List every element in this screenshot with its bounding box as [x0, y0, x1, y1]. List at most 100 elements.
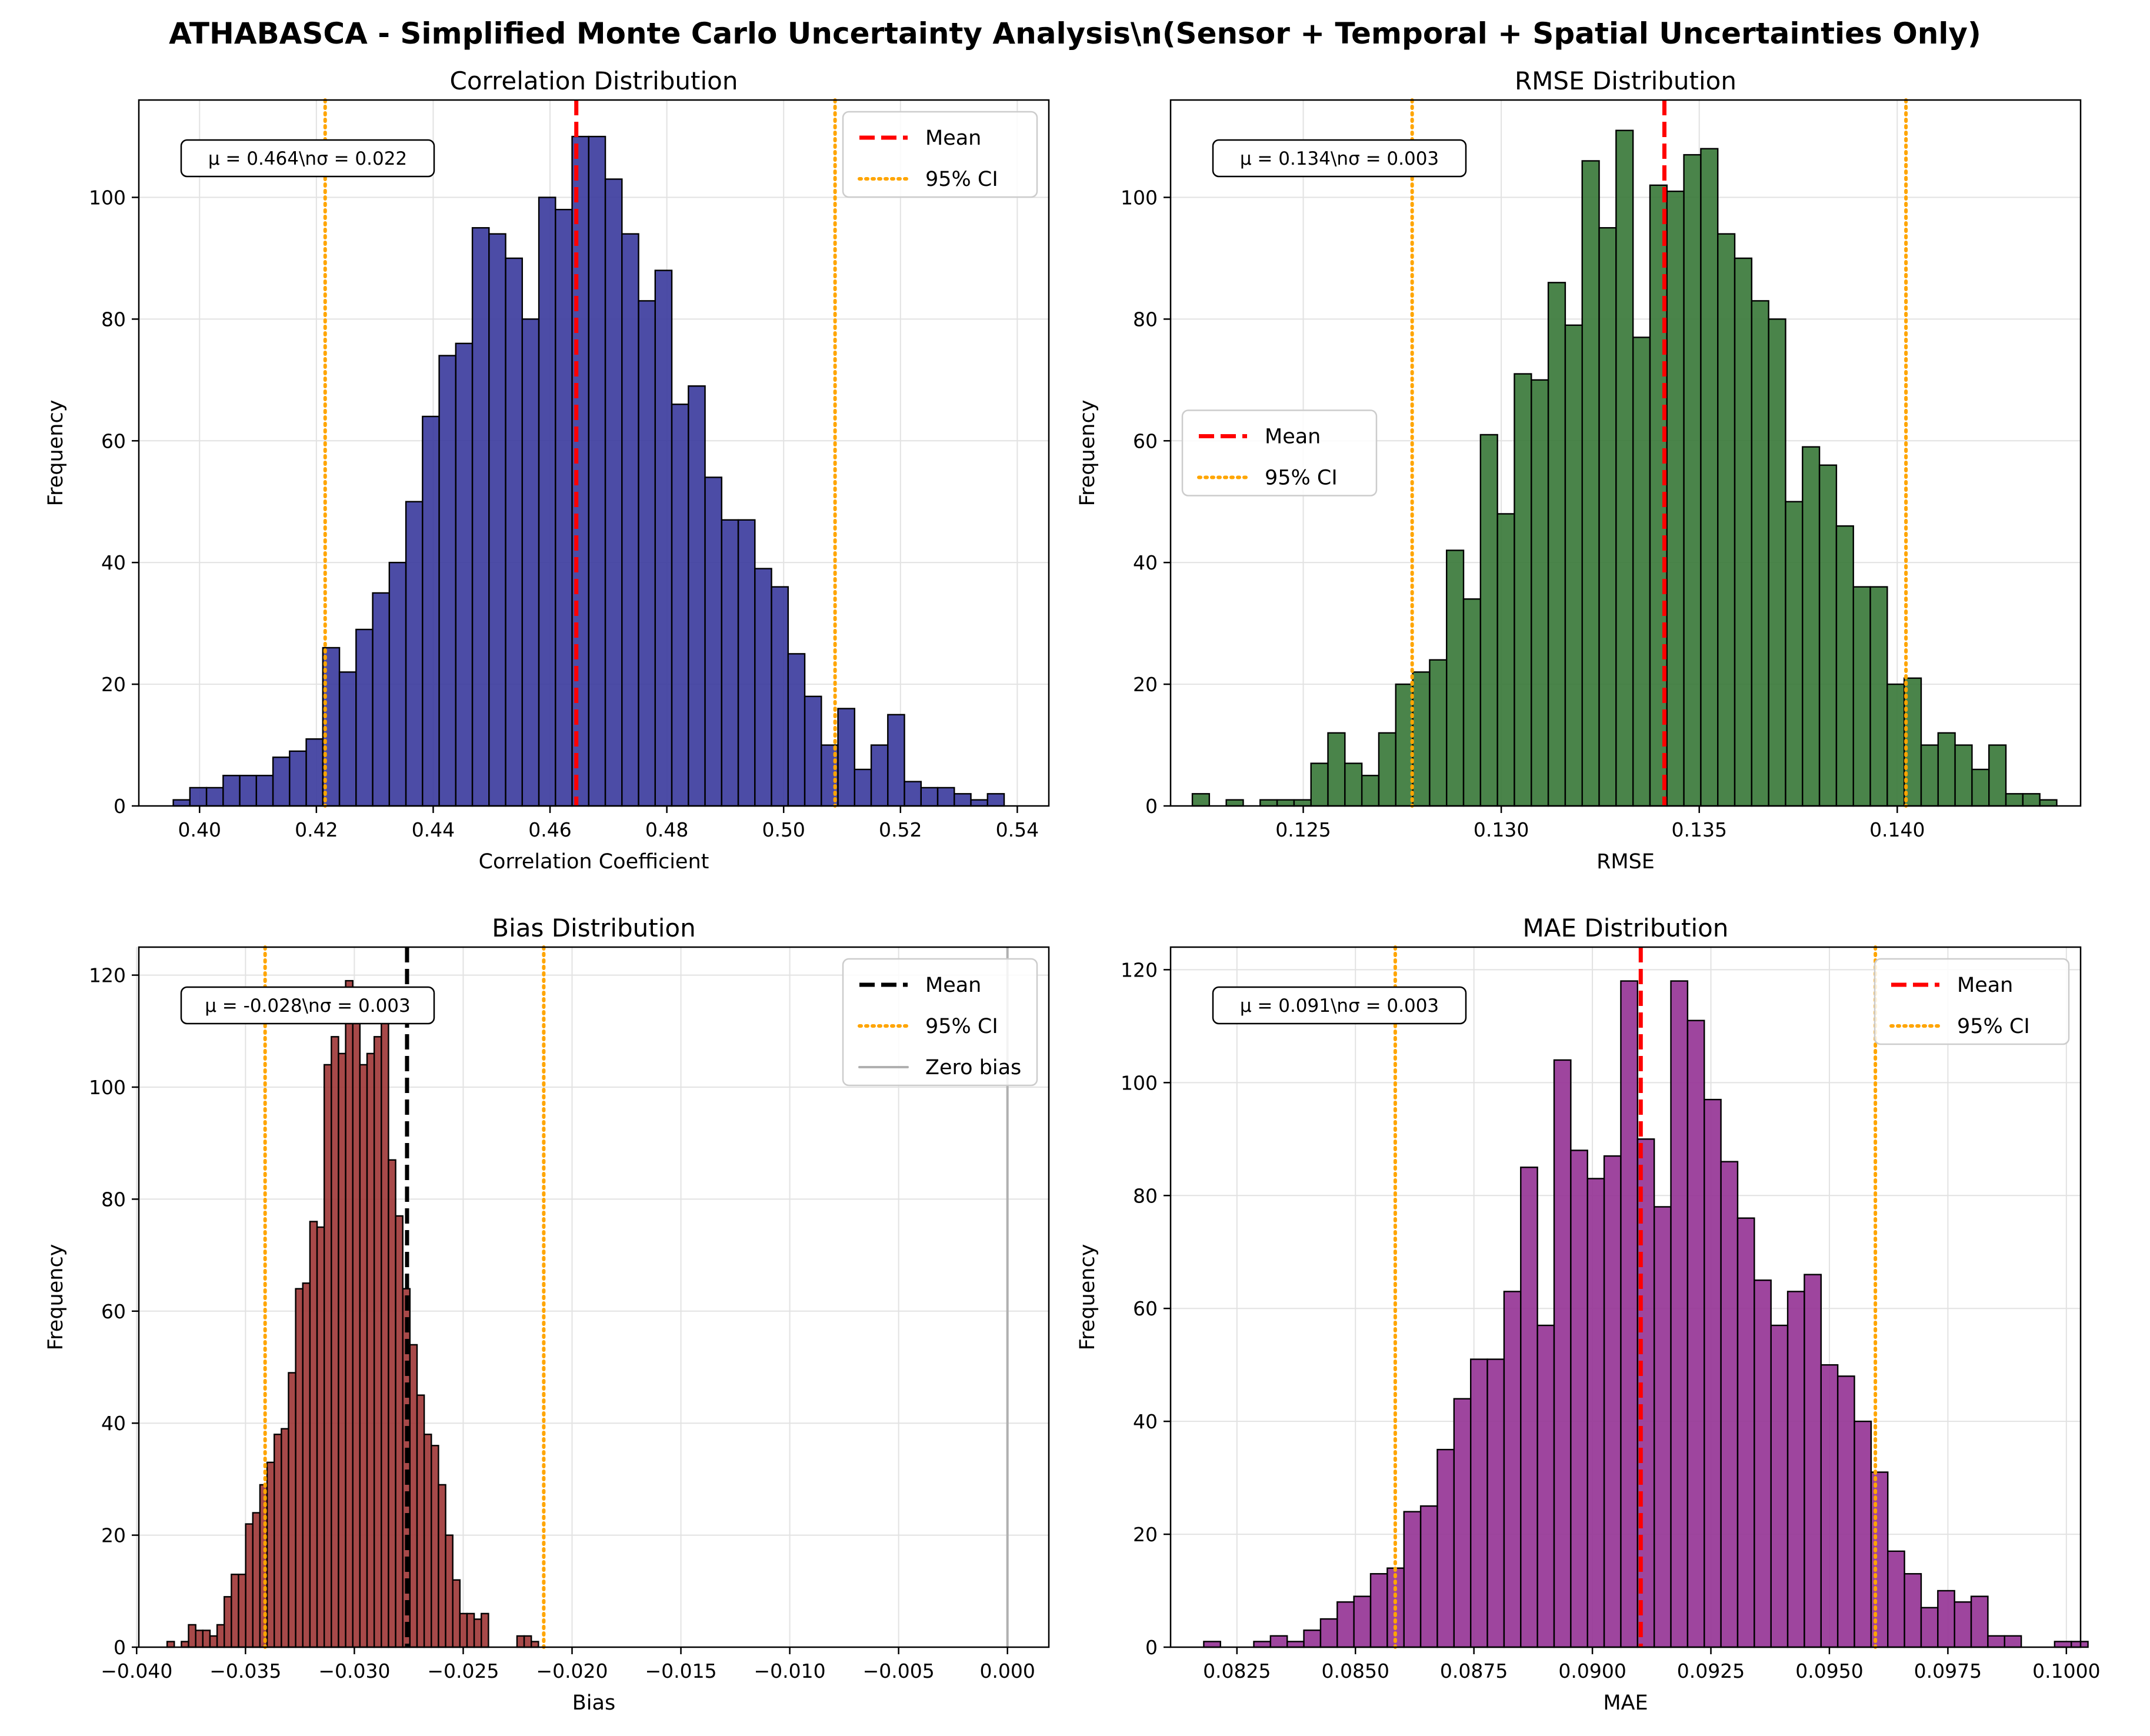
x-tick-label: −0.030 [318, 1660, 390, 1682]
histogram-bar [1553, 1059, 1572, 1648]
histogram-bar [1225, 799, 1244, 807]
histogram-bar [1453, 1398, 1472, 1648]
histogram-bar [405, 501, 424, 807]
legend-label: 95% CI [925, 1015, 998, 1038]
histogram-bar [1717, 233, 1736, 807]
histogram-bar [1603, 1155, 1622, 1648]
x-tick-label: 0.40 [178, 818, 221, 841]
y-tick-label: 100 [89, 1076, 126, 1099]
histogram-bar [272, 757, 291, 807]
stats-box [180, 986, 435, 1025]
bias-histogram-panel: −0.040 −0.035 −0.030 −0.025 −0.020 −0.015 −0.0… [44, 914, 1050, 1715]
histogram-bar [1937, 732, 1956, 807]
y-tick-label: 40 [101, 551, 126, 574]
histogram-bar [954, 793, 972, 807]
histogram-bar [1632, 336, 1651, 807]
histogram-bar [355, 628, 374, 807]
stats-box [1212, 986, 1467, 1025]
histogram-bar [1269, 1635, 1288, 1648]
histogram-bar [388, 1159, 396, 1648]
histogram-bar [1412, 671, 1431, 807]
histogram-bar [970, 799, 988, 807]
histogram-bar [2071, 1641, 2089, 1648]
histogram-bar [1419, 1505, 1438, 1648]
y-tick-label: 20 [1133, 673, 1158, 696]
histogram-bar [338, 1052, 346, 1648]
x-tick-label: 0.0875 [1440, 1660, 1508, 1682]
histogram-bar [654, 269, 673, 807]
histogram-bar [1920, 744, 1939, 807]
legend-box [842, 111, 1038, 198]
histogram-bar [1436, 1448, 1455, 1648]
histogram-bar [1700, 148, 1719, 807]
y-tick-label: 0 [114, 795, 126, 818]
x-tick-label: −0.025 [427, 1660, 499, 1682]
histogram-bar [352, 1002, 361, 1648]
y-tick-label: 120 [1121, 958, 1158, 981]
histogram-bar [1531, 379, 1549, 807]
histogram-bar [388, 562, 407, 807]
histogram-bar [1598, 227, 1617, 807]
histogram-bar [422, 415, 440, 807]
histogram-bar [331, 1036, 339, 1648]
histogram-bar [887, 714, 905, 807]
histogram-bar [1736, 1217, 1755, 1648]
x-tick-label: 0.140 [1869, 818, 1925, 841]
legend-label: Mean [925, 126, 981, 150]
histogram-bar [416, 1394, 425, 1648]
histogram-bar [281, 1428, 289, 1648]
histogram-bar [986, 793, 1005, 807]
x-tick-label: 0.0950 [1795, 1660, 1863, 1682]
histogram-bar [288, 1372, 296, 1648]
legend-label: Mean [1957, 974, 2013, 997]
legend-box [1874, 958, 2070, 1045]
histogram-bar [1751, 300, 1769, 807]
histogram-bar [195, 1630, 204, 1648]
histogram-bar [1802, 446, 1821, 807]
y-tick-label: 120 [89, 964, 126, 987]
histogram-bar [438, 1484, 446, 1648]
histogram-bar [1319, 1618, 1338, 1648]
histogram-bar [1253, 1641, 1272, 1648]
histogram-bar [423, 1434, 432, 1648]
histogram-bar [1670, 980, 1689, 1648]
histogram-bar [538, 196, 556, 807]
histogram-bar [1403, 1511, 1422, 1648]
stats-text: μ = 0.464\nσ = 0.022 [208, 148, 407, 169]
axes-frame [138, 946, 1050, 1648]
x-tick-label: 0.0850 [1322, 1660, 1389, 1682]
y-tick-label: 100 [89, 186, 126, 209]
legend-label: Mean [925, 974, 981, 997]
histogram-bar [252, 1512, 261, 1648]
histogram-bar [205, 787, 224, 807]
correlation-histogram-panel: 0.40 0.42 0.44 0.46 0.48 0.50 0.52 0.54 0 20 40 60 8… [44, 66, 1050, 874]
histogram-bar [289, 750, 307, 807]
y-tick-label: 0 [1145, 1636, 1158, 1659]
histogram-bar [2005, 793, 2024, 807]
histogram-bar [181, 1641, 189, 1648]
histogram-bar [381, 1019, 389, 1648]
stats-text: μ = -0.028\nσ = 0.003 [205, 995, 411, 1017]
histogram-bar [1818, 464, 1838, 807]
histogram-bar [1988, 744, 2007, 807]
y-axis-label: Frequency [44, 1244, 68, 1351]
histogram-bar [638, 300, 656, 807]
histogram-bar [1720, 1161, 1739, 1648]
x-tick-label: 0.0975 [1914, 1660, 1982, 1682]
histogram-bar [837, 708, 855, 807]
histogram-bar [1620, 980, 1639, 1648]
x-tick-label: 0.54 [996, 818, 1039, 841]
legend-label: 95% CI [925, 168, 998, 191]
histogram-bar [209, 1635, 218, 1648]
histogram-bar [1683, 154, 1702, 807]
histogram-bar [588, 135, 606, 807]
histogram-bar [222, 775, 241, 807]
histogram-bar [688, 385, 706, 807]
histogram-bar [904, 781, 922, 807]
histogram-bar [488, 233, 506, 807]
histogram-bar [1378, 732, 1396, 807]
histogram-bar [1937, 1590, 1955, 1648]
histogram-bar [523, 1635, 532, 1648]
x-tick-label: 0.0825 [1203, 1660, 1271, 1682]
y-tick-label: 20 [101, 673, 126, 696]
